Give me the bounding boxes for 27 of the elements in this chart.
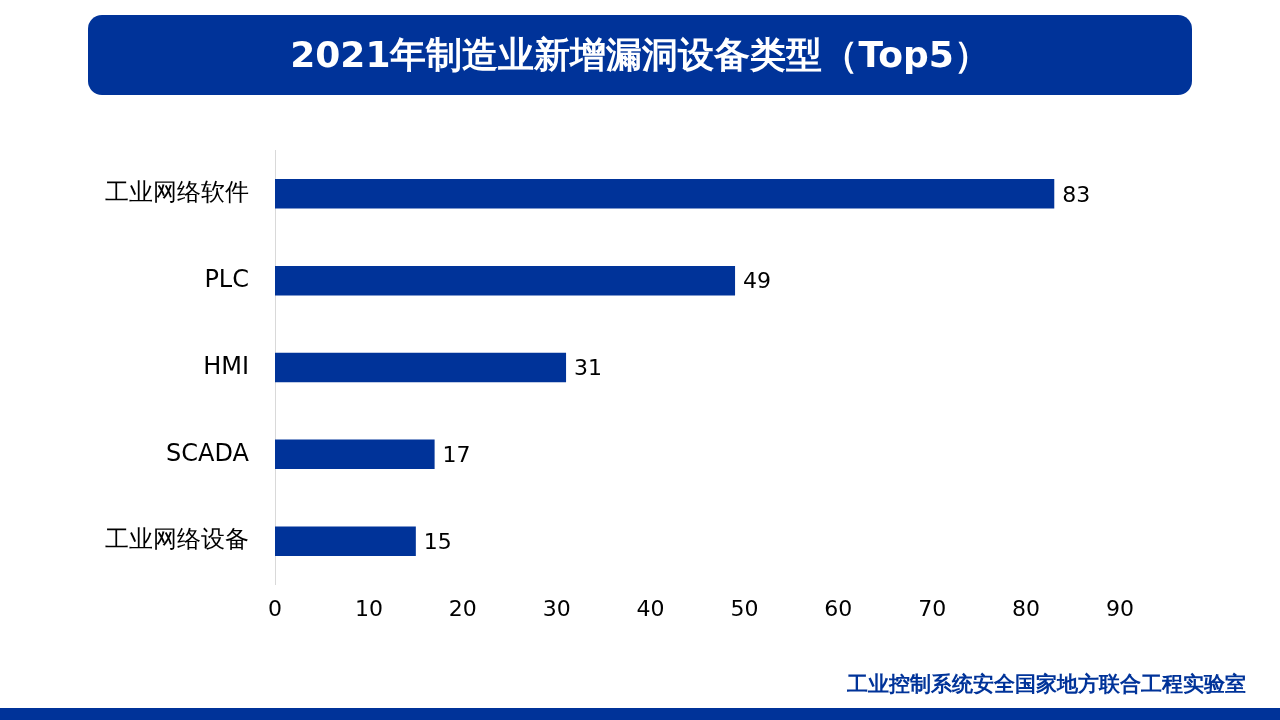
- data-label: 17: [442, 442, 471, 468]
- bar: [275, 352, 567, 383]
- x-tick-label: 10: [354, 595, 383, 621]
- x-tick-label: 0: [268, 595, 282, 621]
- y-tick-label: 工业网络软件: [105, 178, 249, 207]
- bar: [275, 439, 435, 470]
- data-label: 83: [1062, 181, 1091, 207]
- x-tick-label: 40: [636, 595, 665, 621]
- data-label: 31: [574, 355, 603, 381]
- text: 工业控制系统安全国家地方联合工程实验室: [847, 671, 1246, 698]
- data-label: 15: [423, 528, 452, 554]
- y-tick-label: 工业网络设备: [105, 525, 249, 554]
- y-tick-label: SCADA: [166, 438, 250, 467]
- data-label: 49: [743, 268, 772, 294]
- bar: [275, 526, 416, 556]
- y-tick-label: PLC: [204, 264, 249, 293]
- bar: [275, 179, 1055, 209]
- y-tick-label: HMI: [203, 351, 249, 380]
- x-tick-label: 60: [824, 595, 853, 621]
- x-tick-label: 30: [542, 595, 571, 621]
- x-tick-label: 20: [448, 595, 477, 621]
- bar: [275, 265, 736, 296]
- chart-title: 2021年制造业新增漏洞设备类型（Top5）: [88, 15, 1192, 95]
- x-tick-label: 90: [1106, 595, 1134, 621]
- x-tick-label: 70: [918, 595, 947, 621]
- x-tick-label: 50: [730, 595, 759, 621]
- x-tick-label: 80: [1012, 595, 1041, 621]
